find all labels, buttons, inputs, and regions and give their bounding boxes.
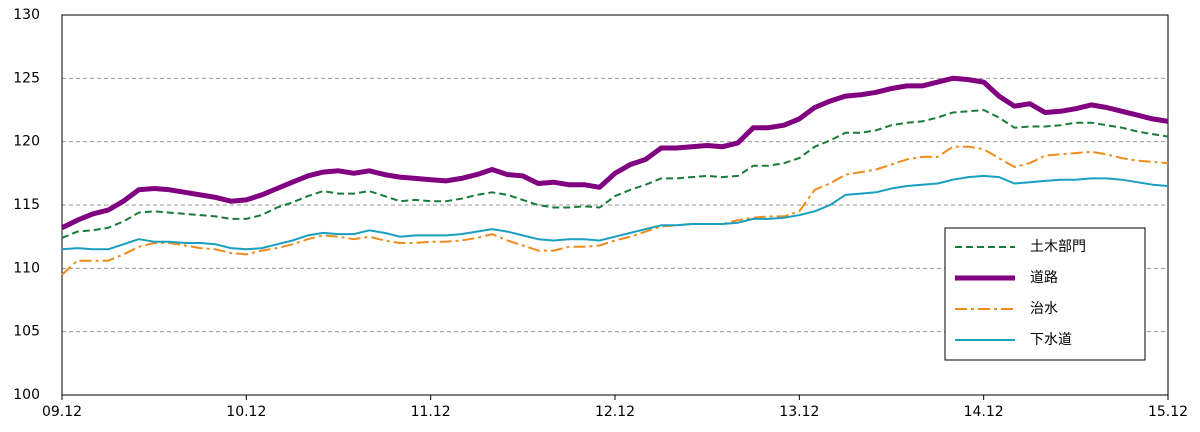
- legend-label: 下水道: [1030, 332, 1072, 348]
- y-tick-label: 115: [13, 197, 40, 213]
- y-tick-label: 120: [13, 134, 40, 150]
- series-line: [60, 75, 1169, 231]
- y-tick-label: 105: [13, 324, 40, 340]
- x-tick-label: 11.12: [411, 404, 451, 420]
- x-tick-label: 10.12: [226, 404, 266, 420]
- legend-label: 道路: [1030, 270, 1058, 286]
- y-tick-label: 100: [13, 387, 40, 403]
- x-tick-label: 13.12: [779, 404, 819, 420]
- y-tick-label: 130: [13, 7, 40, 23]
- x-tick-label: 12.12: [595, 404, 635, 420]
- series-line: [61, 174, 1169, 251]
- x-tick-label: 14.12: [964, 404, 1004, 420]
- y-tick-label: 110: [13, 260, 40, 276]
- series-line: [61, 145, 1169, 276]
- plot-area: [61, 14, 1169, 396]
- y-tick-label: 125: [13, 70, 40, 86]
- legend-label: 治水: [1030, 301, 1058, 317]
- x-tick-label: 09.12: [42, 404, 82, 420]
- legend-label: 土木部門: [1030, 239, 1086, 255]
- series-line: [61, 109, 1169, 239]
- x-tick-label: 15.12: [1148, 404, 1188, 420]
- legend-box: [944, 227, 1146, 361]
